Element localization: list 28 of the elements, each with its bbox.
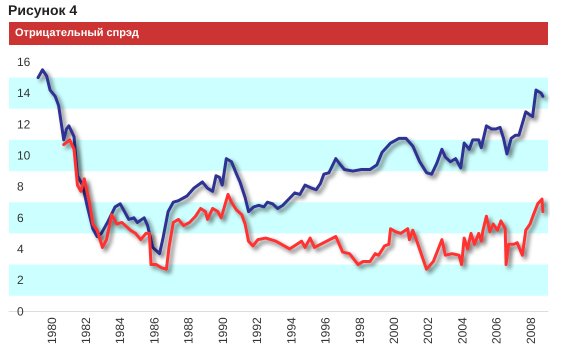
line-series — [36, 68, 544, 256]
chart-subtitle: Отрицательный спрэд — [9, 22, 548, 45]
y-tick-label: 8 — [17, 180, 24, 194]
x-tick-label: 1996 — [318, 316, 333, 344]
x-tick-label: 1990 — [216, 316, 230, 344]
y-tick-label: 10 — [17, 148, 31, 162]
x-tick-label: 1980 — [44, 316, 59, 344]
x-tick-label: 1998 — [352, 316, 367, 344]
x-tick-label: 1984 — [113, 316, 128, 344]
x-tick-label: 2006 — [490, 316, 504, 344]
x-tick-label: 2008 — [524, 316, 538, 344]
line-series — [62, 138, 544, 271]
y-tick-label: 16 — [17, 55, 31, 69]
x-tick-label: 1986 — [147, 316, 162, 344]
chart-title: Рисунок 4 — [8, 2, 78, 18]
x-tick-label: 1992 — [250, 316, 264, 344]
y-tick-label: 12 — [17, 117, 31, 132]
x-tick-label: 1982 — [79, 316, 93, 344]
y-tick-label: 14 — [17, 86, 31, 100]
x-tick-label: 1988 — [182, 316, 196, 344]
x-tick-label: 1994 — [284, 316, 298, 344]
x-tick-label: 2002 — [421, 316, 436, 344]
y-tick-label: 2 — [17, 273, 24, 288]
y-tick-label: 4 — [17, 242, 24, 256]
y-tick-label: 6 — [17, 210, 24, 225]
y-tick-label: 0 — [17, 304, 24, 318]
x-tick-label: 2000 — [387, 316, 401, 344]
x-tick-label: 2004 — [455, 316, 470, 344]
